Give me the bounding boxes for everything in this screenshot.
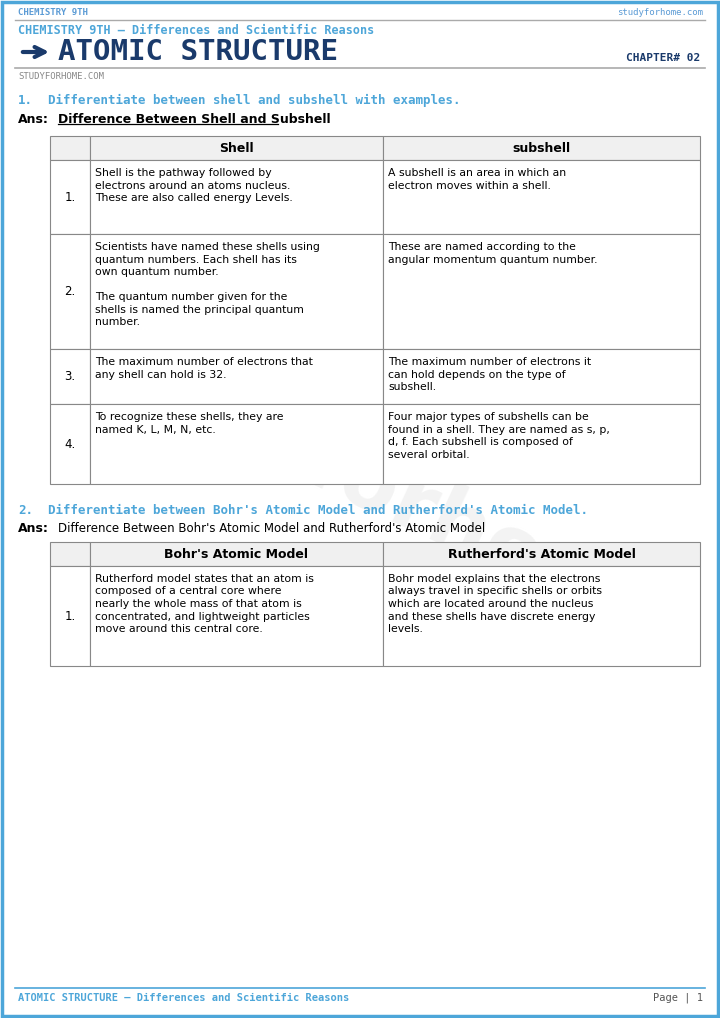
Bar: [90, 404, 383, 484]
Text: Ans:: Ans:: [18, 113, 49, 125]
Text: studyforhome.com: studyforhome.com: [617, 7, 703, 16]
Text: nearly the whole mass of that atom is: nearly the whole mass of that atom is: [95, 599, 302, 609]
Text: 2.: 2.: [18, 504, 33, 516]
Text: Shell: Shell: [219, 142, 254, 155]
Text: subshell: subshell: [513, 142, 570, 155]
Text: own quantum number.: own quantum number.: [95, 267, 219, 277]
Text: move around this central core.: move around this central core.: [95, 624, 263, 634]
Text: shells is named the principal quantum: shells is named the principal quantum: [95, 304, 304, 315]
Text: always travel in specific shells or orbits: always travel in specific shells or orbi…: [388, 586, 602, 597]
Bar: [90, 136, 383, 160]
Text: 1.: 1.: [18, 94, 33, 107]
Bar: [50, 404, 90, 484]
Text: and these shells have discrete energy: and these shells have discrete energy: [388, 612, 595, 622]
Text: can hold depends on the type of: can hold depends on the type of: [388, 370, 566, 380]
Text: Differentiate between shell and subshell with examples.: Differentiate between shell and subshell…: [48, 94, 461, 107]
Text: A subshell is an area in which an: A subshell is an area in which an: [388, 168, 566, 178]
Text: electron moves within a shell.: electron moves within a shell.: [388, 180, 551, 190]
Text: Page | 1: Page | 1: [653, 993, 703, 1004]
Text: Bohr's Atomic Model: Bohr's Atomic Model: [164, 548, 308, 561]
Text: any shell can hold is 32.: any shell can hold is 32.: [95, 370, 227, 380]
Text: named K, L, M, N, etc.: named K, L, M, N, etc.: [95, 425, 216, 435]
Text: STUDYFORHOME.COM: STUDYFORHOME.COM: [18, 71, 104, 80]
Text: Difference Between Bohr's Atomic Model and Rutherford's Atomic Model: Difference Between Bohr's Atomic Model a…: [58, 522, 485, 535]
Text: several orbital.: several orbital.: [388, 450, 469, 459]
Text: CHAPTER# 02: CHAPTER# 02: [626, 53, 700, 63]
Text: Shell is the pathway followed by: Shell is the pathway followed by: [95, 168, 271, 178]
Bar: [383, 234, 700, 349]
Bar: [90, 542, 383, 566]
Text: Rutherford's Atomic Model: Rutherford's Atomic Model: [448, 548, 636, 561]
Text: concentrated, and lightweight particles: concentrated, and lightweight particles: [95, 612, 310, 622]
Text: number.: number.: [95, 317, 140, 327]
Text: CHEMISTRY 9TH – Differences and Scientific Reasons: CHEMISTRY 9TH – Differences and Scientif…: [18, 23, 374, 37]
Bar: [50, 234, 90, 349]
Text: studyforhome: studyforhome: [55, 312, 685, 664]
Text: Bohr model explains that the electrons: Bohr model explains that the electrons: [388, 574, 600, 584]
Bar: [50, 566, 90, 666]
Text: composed of a central core where: composed of a central core where: [95, 586, 282, 597]
Text: 2.: 2.: [64, 285, 76, 298]
Bar: [50, 349, 90, 404]
Text: Ans:: Ans:: [18, 522, 49, 535]
Text: 1.: 1.: [64, 610, 76, 622]
Bar: [90, 234, 383, 349]
Text: quantum numbers. Each shell has its: quantum numbers. Each shell has its: [95, 254, 297, 265]
Text: Scientists have named these shells using: Scientists have named these shells using: [95, 242, 320, 252]
Text: 3.: 3.: [64, 370, 76, 383]
Bar: [383, 160, 700, 234]
Text: To recognize these shells, they are: To recognize these shells, they are: [95, 412, 284, 422]
Bar: [50, 160, 90, 234]
Text: ATOMIC STRUCTURE – Differences and Scientific Reasons: ATOMIC STRUCTURE – Differences and Scien…: [18, 993, 349, 1003]
Bar: [383, 136, 700, 160]
Bar: [90, 160, 383, 234]
Text: These are named according to the: These are named according to the: [388, 242, 576, 252]
Bar: [383, 349, 700, 404]
Bar: [50, 542, 90, 566]
Text: found in a shell. They are named as s, p,: found in a shell. They are named as s, p…: [388, 425, 610, 435]
Text: angular momentum quantum number.: angular momentum quantum number.: [388, 254, 598, 265]
Text: The quantum number given for the: The quantum number given for the: [95, 292, 287, 302]
Text: The maximum number of electrons it: The maximum number of electrons it: [388, 357, 591, 367]
Text: subshell.: subshell.: [388, 382, 436, 392]
Text: 1.: 1.: [64, 190, 76, 204]
Text: d, f. Each subshell is composed of: d, f. Each subshell is composed of: [388, 437, 573, 447]
Bar: [90, 566, 383, 666]
Text: CHEMISTRY 9TH: CHEMISTRY 9TH: [18, 7, 88, 16]
Text: These are also called energy Levels.: These are also called energy Levels.: [95, 193, 293, 203]
Text: ATOMIC STRUCTURE: ATOMIC STRUCTURE: [58, 38, 338, 66]
Text: Four major types of subshells can be: Four major types of subshells can be: [388, 412, 589, 422]
Bar: [50, 136, 90, 160]
Bar: [383, 542, 700, 566]
Text: The maximum number of electrons that: The maximum number of electrons that: [95, 357, 313, 367]
Text: which are located around the nucleus: which are located around the nucleus: [388, 599, 593, 609]
Bar: [383, 566, 700, 666]
Text: Difference Between Shell and Subshell: Difference Between Shell and Subshell: [58, 113, 330, 125]
Bar: [90, 349, 383, 404]
Text: Rutherford model states that an atom is: Rutherford model states that an atom is: [95, 574, 314, 584]
Bar: [383, 404, 700, 484]
Text: levels.: levels.: [388, 624, 423, 634]
Text: 4.: 4.: [64, 438, 76, 451]
Text: Differentiate between Bohr's Atomic Model and Rutherford's Atomic Model.: Differentiate between Bohr's Atomic Mode…: [48, 504, 588, 516]
Text: electrons around an atoms nucleus.: electrons around an atoms nucleus.: [95, 180, 290, 190]
